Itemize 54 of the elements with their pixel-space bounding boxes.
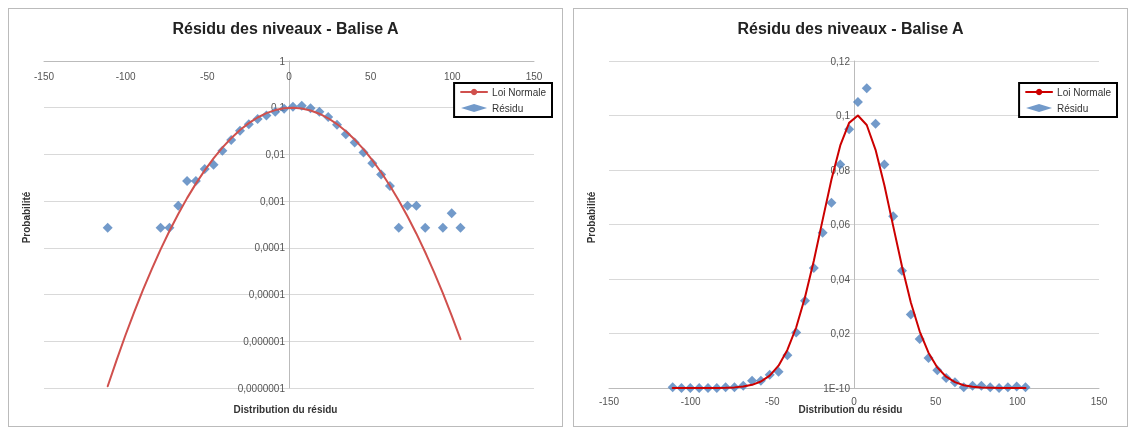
x-tick-label: 50	[365, 70, 377, 82]
y-axis-title: Probabilité	[20, 191, 32, 244]
x-tick-label: -100	[680, 395, 702, 407]
point	[402, 200, 413, 211]
point	[446, 208, 457, 219]
x-tick-label: -100	[115, 70, 137, 82]
point	[861, 83, 872, 94]
y-tick-label: 0,02	[830, 328, 851, 339]
y-axis-title: Probabilité	[585, 191, 597, 244]
point	[393, 222, 404, 233]
x-tick-label: -150	[598, 395, 620, 407]
y-tick-label: 0,000001	[243, 335, 286, 347]
x-tick-label: 150	[525, 70, 543, 82]
point	[173, 200, 184, 211]
point	[747, 375, 758, 386]
legend-label: Résidu	[492, 102, 524, 114]
point	[852, 96, 863, 107]
chart-title: Résidu des niveaux - Balise A	[737, 19, 965, 37]
point	[420, 222, 431, 233]
point	[773, 366, 784, 377]
legend-label: Résidu	[1057, 102, 1089, 114]
point	[102, 222, 113, 233]
x-tick-label: 150	[1090, 395, 1108, 407]
point	[182, 175, 193, 186]
x-tick-label: 100	[1008, 395, 1027, 407]
point	[208, 159, 219, 170]
x-tick-label: -150	[33, 70, 55, 82]
y-tick-label: 0,001	[259, 195, 286, 207]
point	[826, 197, 837, 208]
x-tick-label: 0	[286, 70, 293, 82]
y-tick-label: 0,06	[830, 219, 851, 230]
y-tick-label: 0,04	[830, 273, 851, 285]
chart-title: Résidu des niveaux - Balise A	[172, 19, 400, 37]
y-tick-label: 1E-10	[823, 382, 851, 394]
y-tick-label: 0,01	[265, 148, 286, 160]
y-tick-label: 1	[279, 55, 286, 67]
point	[455, 222, 466, 233]
y-tick-label: 0,00001	[248, 289, 286, 301]
x-tick-label: 100	[443, 70, 462, 82]
y-tick-label: 0,12	[830, 55, 851, 67]
point	[155, 222, 166, 233]
point	[411, 200, 422, 211]
legend-label: Loi Normale	[492, 86, 547, 98]
point	[879, 159, 890, 170]
y-tick-label: 0,1	[836, 110, 851, 121]
y-tick-label: 0,0000001	[237, 382, 286, 394]
point	[870, 118, 881, 129]
x-tick-label: 50	[930, 395, 942, 407]
x-tick-label: -50	[765, 395, 780, 407]
point	[437, 222, 448, 233]
y-tick-label: 0,0001	[254, 242, 286, 254]
legend-label: Loi Normale	[1057, 86, 1112, 98]
x-tick-label: -50	[200, 70, 215, 82]
x-axis-title: Distribution du résidu	[233, 403, 338, 415]
